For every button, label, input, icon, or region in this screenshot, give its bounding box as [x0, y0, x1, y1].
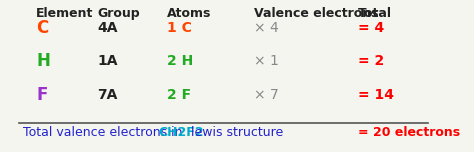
Text: × 1: × 1	[254, 54, 279, 68]
Text: H: H	[36, 52, 50, 70]
Text: lewis structure: lewis structure	[183, 126, 283, 139]
Text: Group: Group	[97, 7, 140, 20]
Text: × 4: × 4	[254, 21, 279, 35]
Text: = 20 electrons: = 20 electrons	[358, 126, 460, 139]
Text: 4A: 4A	[97, 21, 118, 35]
Text: CH2F2: CH2F2	[158, 126, 204, 139]
Text: 1 C: 1 C	[167, 21, 191, 35]
Text: F: F	[36, 86, 47, 104]
Text: Total valence electrons in: Total valence electrons in	[23, 126, 187, 139]
Text: 2 H: 2 H	[167, 54, 193, 68]
Text: Element: Element	[36, 7, 93, 20]
Text: Total: Total	[358, 7, 392, 20]
Text: Valence electrons: Valence electrons	[254, 7, 378, 20]
Text: 7A: 7A	[97, 88, 118, 102]
Text: = 2: = 2	[358, 54, 384, 68]
Text: = 4: = 4	[358, 21, 384, 35]
Text: × 7: × 7	[254, 88, 279, 102]
Text: 2 F: 2 F	[167, 88, 191, 102]
Text: 1A: 1A	[97, 54, 118, 68]
Text: = 14: = 14	[358, 88, 394, 102]
Text: C: C	[36, 19, 48, 37]
Text: Atoms: Atoms	[167, 7, 211, 20]
